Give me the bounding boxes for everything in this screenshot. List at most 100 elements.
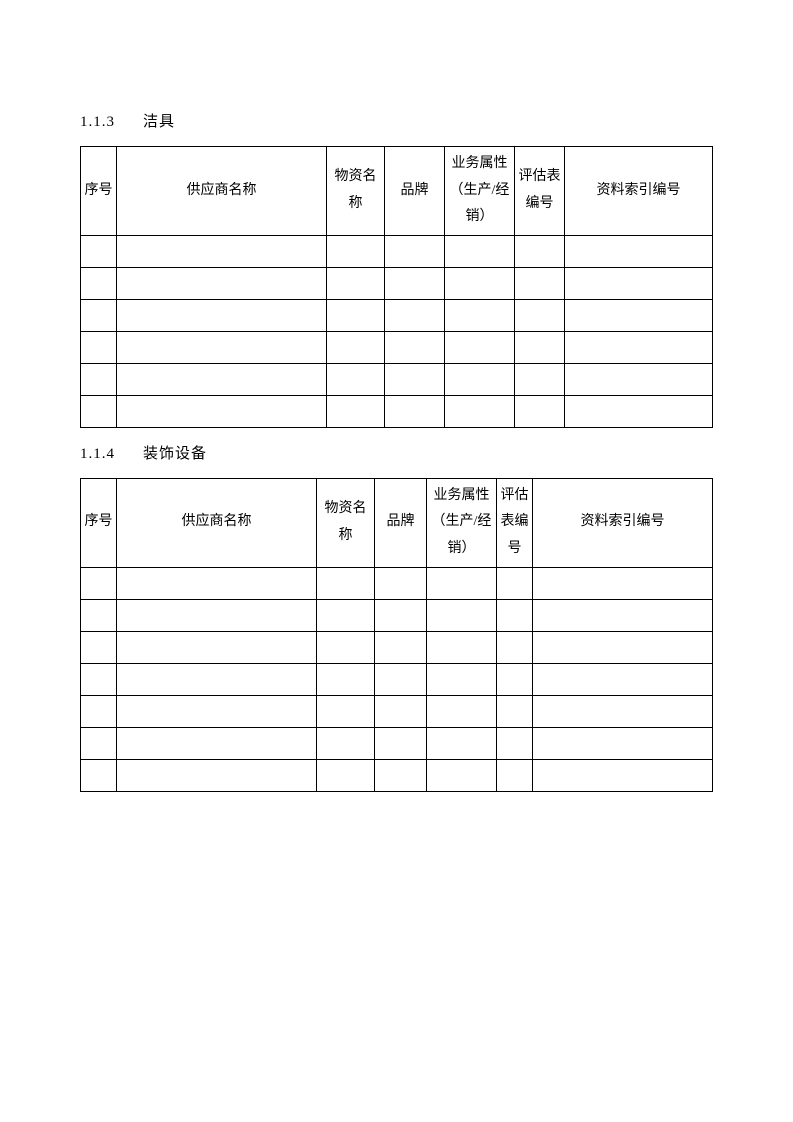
col-biz-line2: （生产/经销） bbox=[447, 178, 512, 231]
table-cell bbox=[427, 695, 497, 727]
table-cell bbox=[497, 727, 533, 759]
col-supplier-header: 供应商名称 bbox=[117, 478, 317, 567]
table-row bbox=[81, 299, 713, 331]
table-cell bbox=[385, 395, 445, 427]
table-cell bbox=[497, 631, 533, 663]
col-brand-header: 品牌 bbox=[385, 147, 445, 236]
table-cell bbox=[327, 395, 385, 427]
table-cell bbox=[327, 331, 385, 363]
table-cell bbox=[515, 235, 565, 267]
table-cell bbox=[427, 599, 497, 631]
table-cell bbox=[317, 631, 375, 663]
table-cell bbox=[427, 631, 497, 663]
table-cell bbox=[117, 395, 327, 427]
section-1: 1.1.3洁具 序号 供应商名称 物资名称 品牌 业务属性 （生产/经销） 评估… bbox=[80, 110, 713, 428]
table-cell bbox=[117, 759, 317, 791]
table-cell bbox=[565, 235, 713, 267]
section-1-number: 1.1.3 bbox=[80, 114, 115, 131]
table-cell bbox=[515, 267, 565, 299]
col-doc-header: 资料索引编号 bbox=[565, 147, 713, 236]
table-cell bbox=[445, 331, 515, 363]
table-cell bbox=[375, 599, 427, 631]
table-row bbox=[81, 267, 713, 299]
table-cell bbox=[375, 759, 427, 791]
table-cell bbox=[81, 395, 117, 427]
table-cell bbox=[565, 395, 713, 427]
col-biz-header: 业务属性 （生产/经销） bbox=[427, 478, 497, 567]
table-cell bbox=[81, 299, 117, 331]
section-2-title: 1.1.4装饰设备 bbox=[80, 442, 713, 463]
table-cell bbox=[117, 331, 327, 363]
table-cell bbox=[81, 599, 117, 631]
table-row bbox=[81, 567, 713, 599]
table-cell bbox=[515, 395, 565, 427]
table-cell bbox=[497, 759, 533, 791]
table-cell bbox=[81, 267, 117, 299]
table-cell bbox=[565, 331, 713, 363]
table-cell bbox=[317, 695, 375, 727]
col-seq-header: 序号 bbox=[81, 147, 117, 236]
table-cell bbox=[117, 267, 327, 299]
table-cell bbox=[117, 663, 317, 695]
table-cell bbox=[385, 331, 445, 363]
table-cell bbox=[375, 631, 427, 663]
table-cell bbox=[81, 727, 117, 759]
table-cell bbox=[445, 235, 515, 267]
table-2-body bbox=[81, 567, 713, 791]
table-cell bbox=[327, 299, 385, 331]
table-row bbox=[81, 631, 713, 663]
table-row bbox=[81, 331, 713, 363]
table-row bbox=[81, 395, 713, 427]
table-cell bbox=[445, 299, 515, 331]
table-1-header-row: 序号 供应商名称 物资名称 品牌 业务属性 （生产/经销） 评估表编号 资料索引… bbox=[81, 147, 713, 236]
table-cell bbox=[375, 567, 427, 599]
table-cell bbox=[117, 631, 317, 663]
table-cell bbox=[533, 631, 713, 663]
table-cell bbox=[327, 267, 385, 299]
table-cell bbox=[327, 363, 385, 395]
table-row bbox=[81, 363, 713, 395]
col-biz-line1: 业务属性 bbox=[447, 151, 512, 178]
table-cell bbox=[427, 727, 497, 759]
table-cell bbox=[497, 663, 533, 695]
col-brand-header: 品牌 bbox=[375, 478, 427, 567]
table-cell bbox=[515, 331, 565, 363]
table-cell bbox=[81, 567, 117, 599]
table-cell bbox=[317, 599, 375, 631]
table-cell bbox=[117, 235, 327, 267]
col-material-header: 物资名称 bbox=[317, 478, 375, 567]
table-row bbox=[81, 235, 713, 267]
table-cell bbox=[497, 599, 533, 631]
table-row bbox=[81, 599, 713, 631]
table-cell bbox=[81, 695, 117, 727]
section-1-title: 1.1.3洁具 bbox=[80, 110, 713, 131]
table-cell bbox=[117, 299, 327, 331]
table-row bbox=[81, 759, 713, 791]
table-cell bbox=[117, 567, 317, 599]
table-cell bbox=[81, 663, 117, 695]
table-cell bbox=[317, 567, 375, 599]
table-cell bbox=[533, 759, 713, 791]
table-cell bbox=[565, 363, 713, 395]
table-cell bbox=[81, 759, 117, 791]
table-cell bbox=[533, 567, 713, 599]
table-cell bbox=[445, 363, 515, 395]
table-cell bbox=[497, 567, 533, 599]
table-cell bbox=[375, 695, 427, 727]
table-cell bbox=[385, 267, 445, 299]
table-cell bbox=[117, 363, 327, 395]
table-1: 序号 供应商名称 物资名称 品牌 业务属性 （生产/经销） 评估表编号 资料索引… bbox=[80, 146, 713, 428]
col-eval-header: 评估表编号 bbox=[497, 478, 533, 567]
table-cell bbox=[375, 663, 427, 695]
table-cell bbox=[385, 235, 445, 267]
col-doc-header: 资料索引编号 bbox=[533, 478, 713, 567]
table-cell bbox=[81, 235, 117, 267]
table-cell bbox=[81, 363, 117, 395]
table-cell bbox=[117, 599, 317, 631]
table-cell bbox=[427, 759, 497, 791]
table-cell bbox=[317, 727, 375, 759]
table-2-header-row: 序号 供应商名称 物资名称 品牌 业务属性 （生产/经销） 评估表编号 资料索引… bbox=[81, 478, 713, 567]
col-biz-line1: 业务属性 bbox=[429, 483, 494, 510]
table-cell bbox=[533, 695, 713, 727]
table-2: 序号 供应商名称 物资名称 品牌 业务属性 （生产/经销） 评估表编号 资料索引… bbox=[80, 478, 713, 792]
